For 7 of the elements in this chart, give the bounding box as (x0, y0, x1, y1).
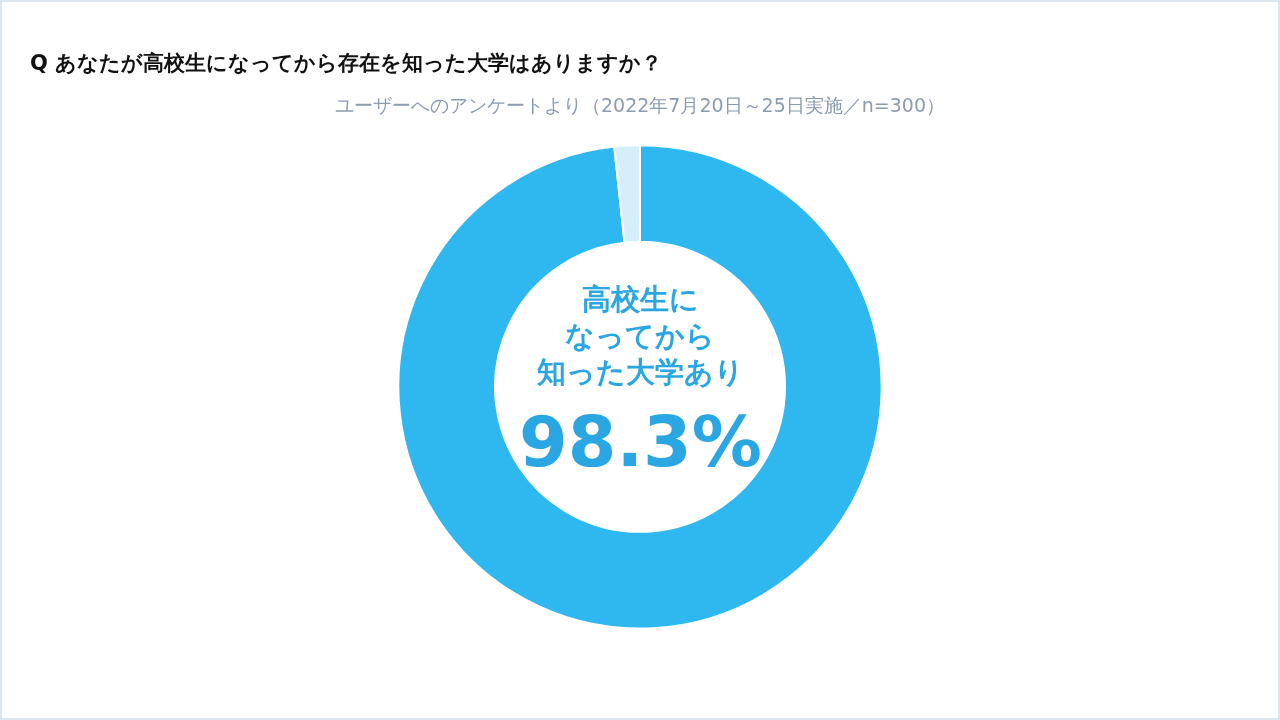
text: 高校生に (582, 282, 699, 316)
donut-slice (397, 144, 883, 630)
chart-title: Q あなたが高校生になってから存在を知った大学はありますか？ (30, 51, 663, 75)
text: 知った大学あり (536, 355, 744, 389)
data-label: 98.3% (519, 401, 762, 483)
text: なってから (565, 319, 715, 353)
chart-subtitle: ユーザーへのアンケートより（2022年7月20日～25日実施／n=300） (335, 94, 946, 116)
